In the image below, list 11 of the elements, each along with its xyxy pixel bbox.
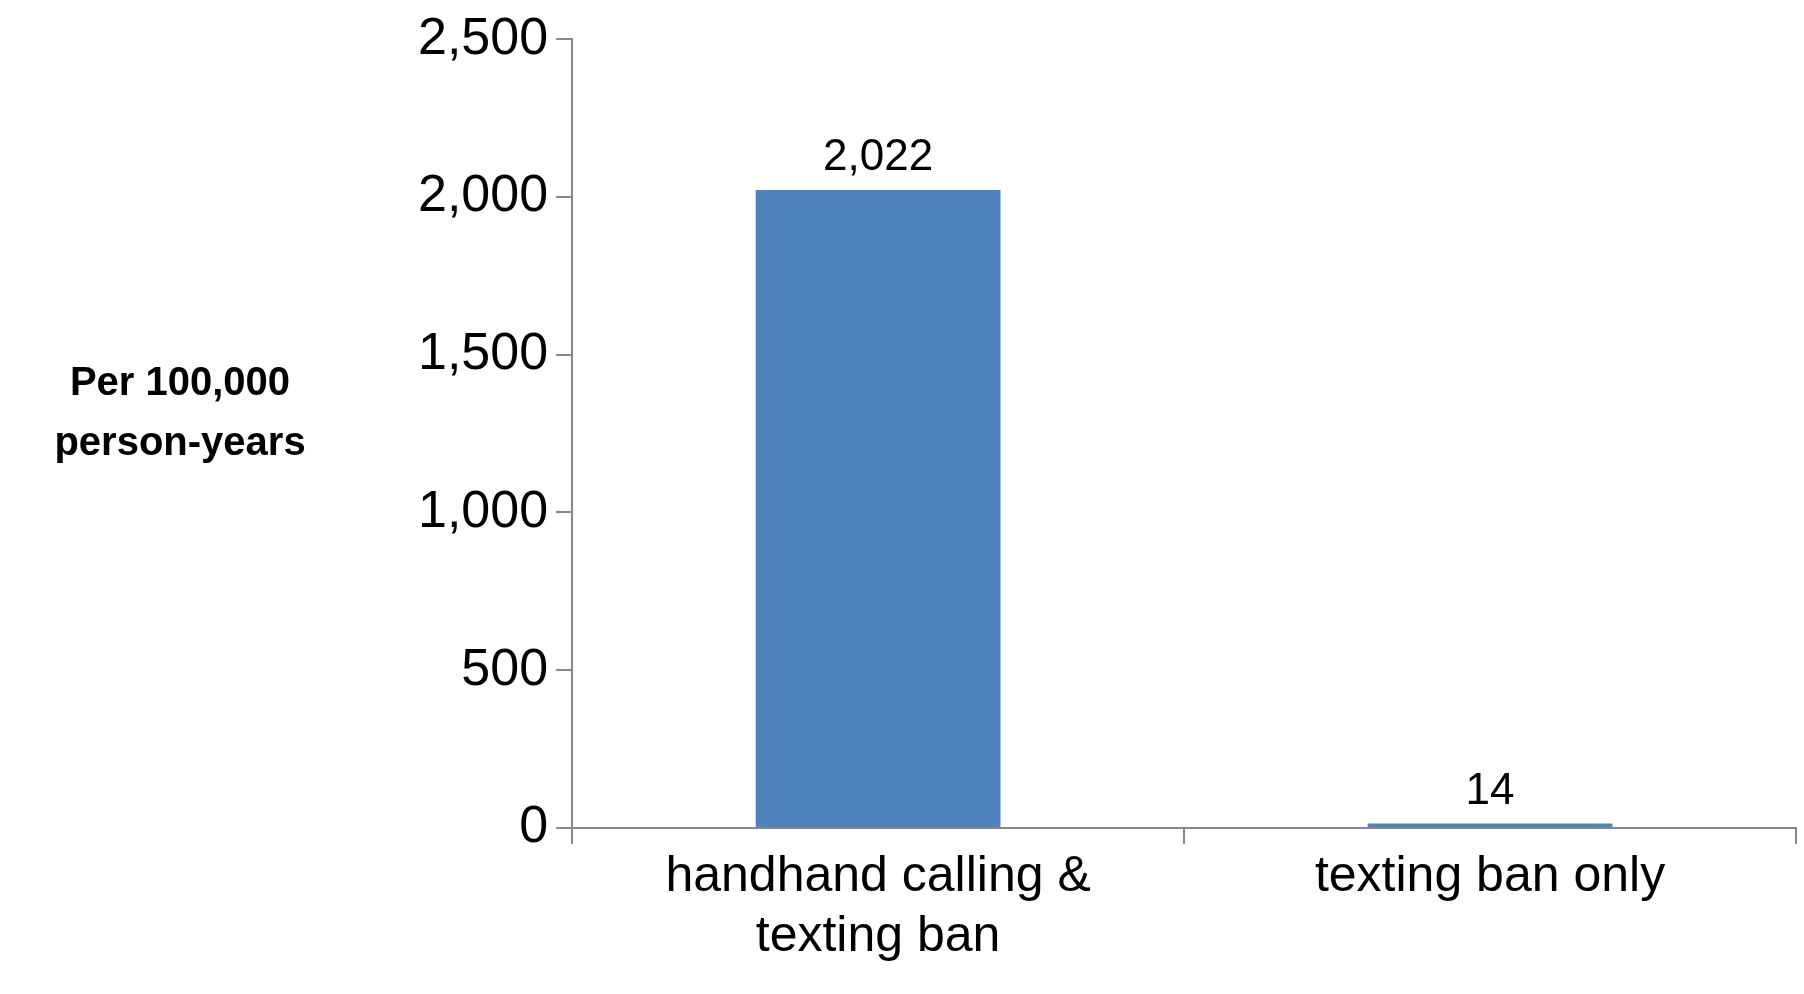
y-tick-label: 0 xyxy=(519,795,549,854)
x-tick-label: handhand calling & texting ban xyxy=(665,845,1091,962)
y-tick-label: 1,500 xyxy=(417,322,549,381)
y-tick-label: 1,000 xyxy=(417,479,549,538)
y-tick-label: 500 xyxy=(461,637,549,696)
x-tick-label: texting ban only xyxy=(1314,845,1666,902)
data-label: 14 xyxy=(1465,763,1515,813)
data-label: 2,022 xyxy=(823,130,934,180)
y-tick-label: 2,500 xyxy=(417,6,549,65)
y-tick-label: 2,000 xyxy=(417,164,549,223)
y-axis-title: Per 100,000 person-years xyxy=(54,358,306,463)
